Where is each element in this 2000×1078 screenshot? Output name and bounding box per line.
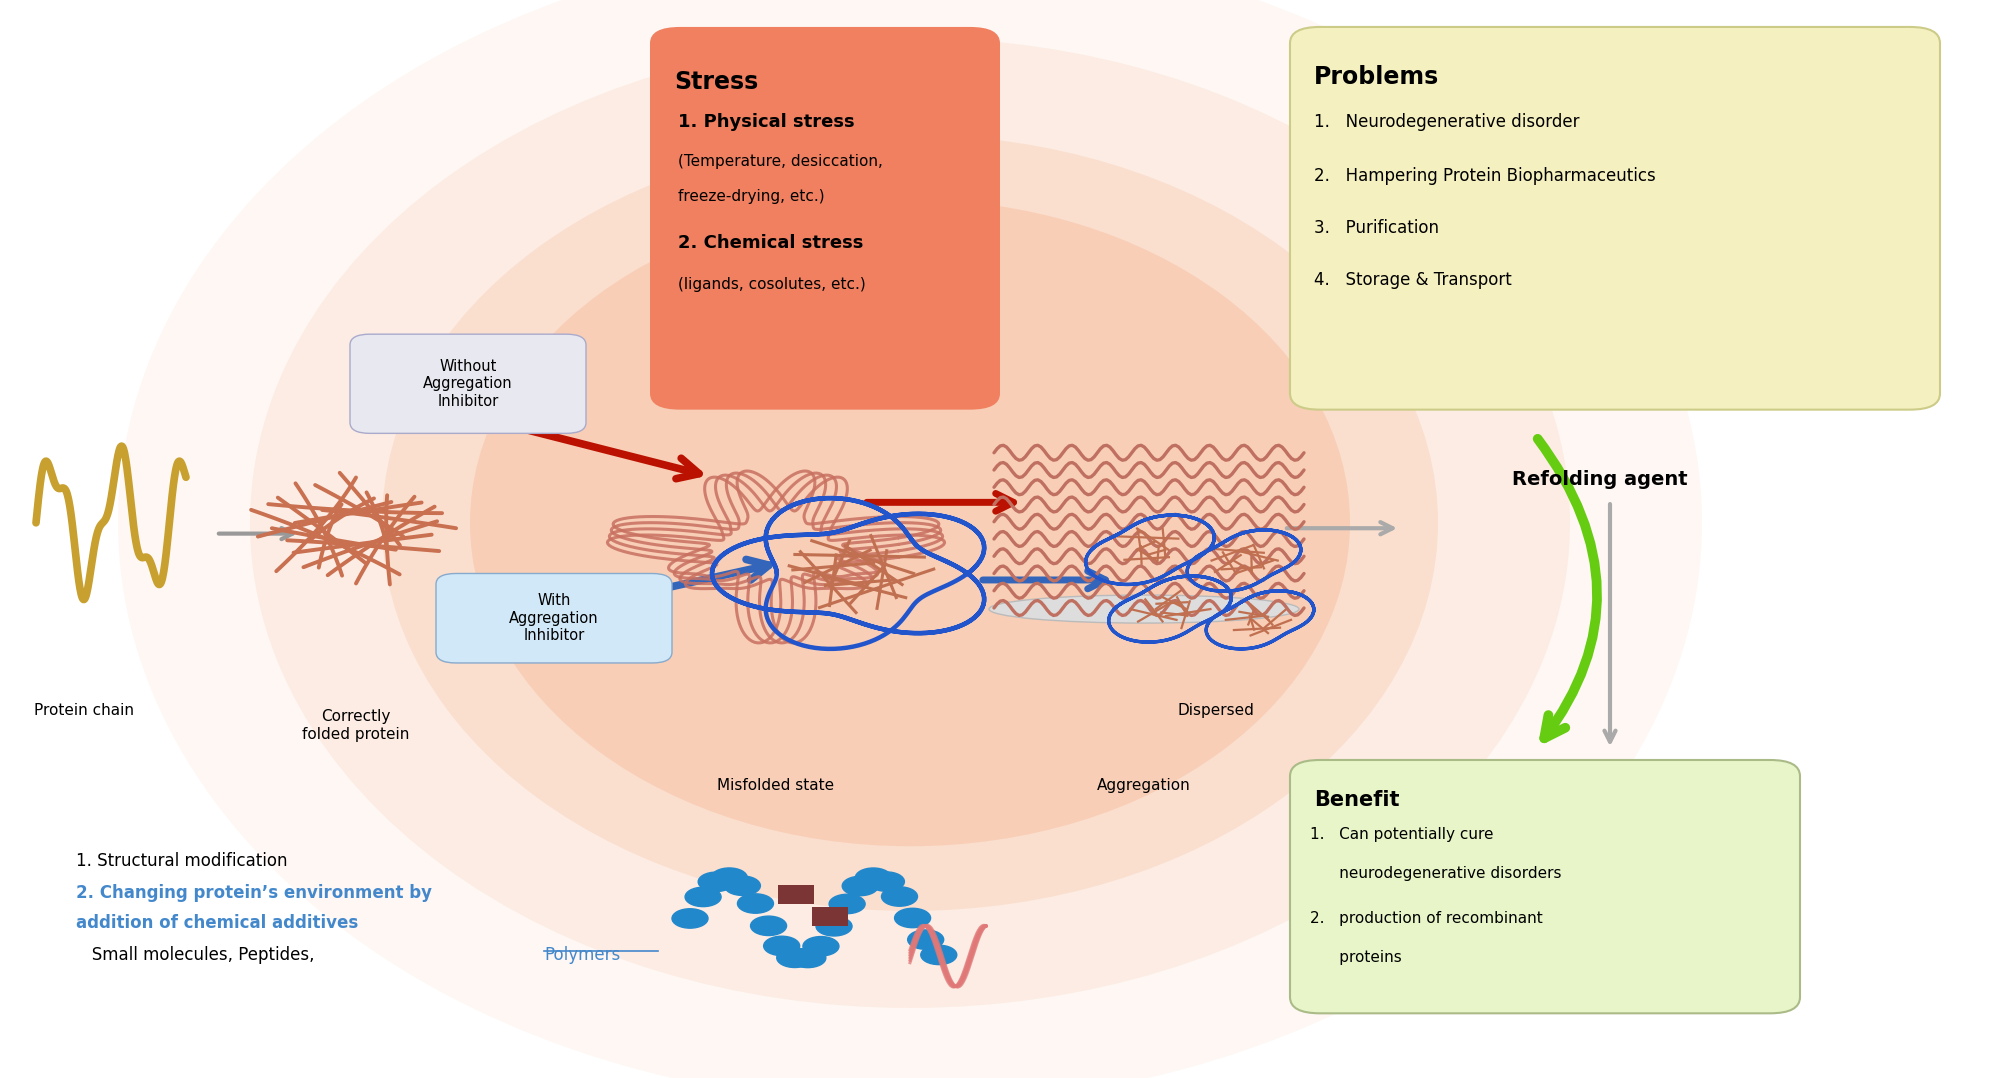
FancyBboxPatch shape (436, 573, 672, 663)
FancyBboxPatch shape (350, 334, 586, 433)
FancyBboxPatch shape (1290, 760, 1800, 1013)
Text: 4.   Storage & Transport: 4. Storage & Transport (1314, 271, 1512, 289)
Text: 1. Physical stress: 1. Physical stress (678, 113, 854, 132)
Text: 1. Structural modification: 1. Structural modification (76, 852, 288, 870)
Circle shape (802, 937, 838, 956)
Ellipse shape (118, 0, 1702, 1078)
Text: 2.   Hampering Protein Biopharmaceutics: 2. Hampering Protein Biopharmaceutics (1314, 167, 1656, 185)
Circle shape (724, 876, 760, 896)
Circle shape (776, 948, 812, 967)
Text: Stress: Stress (674, 70, 758, 94)
Text: Polymers: Polymers (544, 946, 620, 965)
Circle shape (750, 916, 786, 936)
Circle shape (816, 916, 852, 936)
Text: 1.   Can potentially cure: 1. Can potentially cure (1310, 827, 1494, 842)
Text: neurodegenerative disorders: neurodegenerative disorders (1310, 866, 1562, 881)
Text: Refolding agent: Refolding agent (1512, 470, 1688, 489)
Text: Misfolded state: Misfolded state (718, 778, 834, 793)
Text: Problems: Problems (1314, 65, 1440, 88)
Text: Correctly
folded protein: Correctly folded protein (302, 709, 410, 742)
Ellipse shape (470, 199, 1350, 846)
Circle shape (712, 868, 748, 887)
Circle shape (790, 949, 826, 968)
Circle shape (868, 872, 904, 892)
Text: (Temperature, desiccation,: (Temperature, desiccation, (678, 154, 882, 169)
Text: addition of chemical additives: addition of chemical additives (76, 914, 358, 932)
Text: Small molecules, Peptides,: Small molecules, Peptides, (76, 946, 320, 965)
Circle shape (894, 909, 930, 928)
Circle shape (842, 876, 878, 896)
Text: Protein chain: Protein chain (34, 703, 134, 718)
Circle shape (764, 936, 800, 955)
Ellipse shape (988, 595, 1300, 623)
Ellipse shape (382, 135, 1438, 911)
Text: 2.   production of recombinant: 2. production of recombinant (1310, 911, 1542, 926)
Text: (ligands, cosolutes, etc.): (ligands, cosolutes, etc.) (678, 277, 866, 292)
Circle shape (908, 930, 944, 950)
Text: 3.   Purification: 3. Purification (1314, 219, 1440, 237)
Circle shape (738, 894, 774, 913)
Circle shape (856, 868, 892, 887)
Text: Aggregation: Aggregation (1098, 778, 1190, 793)
Ellipse shape (250, 38, 1570, 1008)
Circle shape (920, 945, 956, 965)
Text: 2. Chemical stress: 2. Chemical stress (678, 234, 864, 252)
Circle shape (830, 895, 866, 914)
Circle shape (698, 872, 734, 892)
Text: 2. Changing protein’s environment by: 2. Changing protein’s environment by (76, 884, 432, 902)
Text: 1.   Neurodegenerative disorder: 1. Neurodegenerative disorder (1314, 113, 1580, 132)
Bar (778, 885, 814, 904)
Text: proteins: proteins (1310, 950, 1402, 965)
Text: Benefit: Benefit (1314, 790, 1400, 811)
FancyArrowPatch shape (1538, 439, 1598, 738)
Circle shape (686, 887, 722, 907)
Circle shape (672, 909, 708, 928)
Circle shape (882, 887, 918, 907)
Text: Dispersed: Dispersed (1178, 703, 1254, 718)
FancyBboxPatch shape (1290, 27, 1940, 410)
Text: freeze-drying, etc.): freeze-drying, etc.) (678, 189, 824, 204)
Text: Without
Aggregation
Inhibitor: Without Aggregation Inhibitor (424, 359, 512, 409)
Text: With
Aggregation
Inhibitor: With Aggregation Inhibitor (510, 593, 598, 644)
Bar (812, 907, 848, 926)
FancyBboxPatch shape (650, 27, 1000, 410)
